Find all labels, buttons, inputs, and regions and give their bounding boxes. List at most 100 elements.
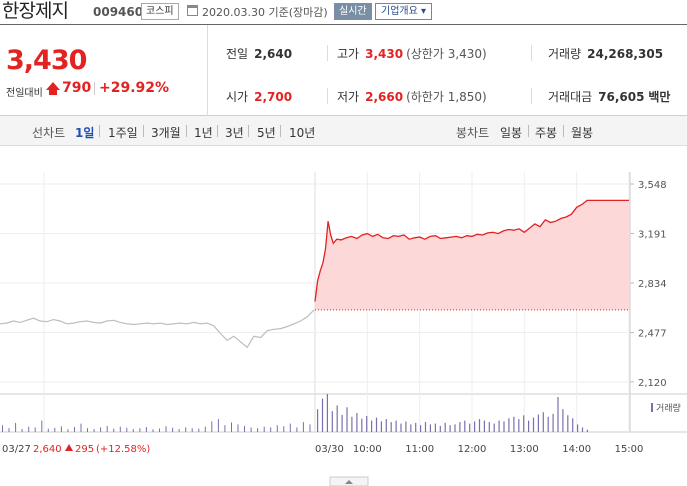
volume-bar <box>145 427 147 432</box>
volume-bar <box>231 422 232 432</box>
volume-bar <box>41 420 43 432</box>
high-price: 고가 3,430 (상한가 3,430) <box>337 45 487 62</box>
volume-bar <box>211 421 213 432</box>
volume-bar <box>126 427 128 432</box>
prev-day-change: 295 <box>75 444 94 455</box>
volume-bar <box>532 417 535 432</box>
volume-bar <box>28 426 30 432</box>
up-triangle-icon <box>65 444 73 451</box>
volume-bar <box>444 422 446 432</box>
volume-bar <box>47 428 49 432</box>
x-tick-label: 14:00 <box>562 444 591 455</box>
x-tick-label: 03/30 <box>315 444 344 455</box>
prev-close-label: 전일 <box>226 47 249 61</box>
period-3m-tab[interactable]: 3개월 <box>151 126 181 140</box>
volume-bar <box>351 416 353 432</box>
volume-bar <box>537 414 539 432</box>
upper-limit: (상한가 3,430) <box>406 47 487 61</box>
volume-bar <box>390 422 392 432</box>
price-chart-svg: 3,548 3,191 2,834 2,477 2,120 거래량 03/30 10:00 11… <box>0 172 687 486</box>
x-tick-label: 10:00 <box>353 444 382 455</box>
upper-limit-label: (상한가 <box>406 47 444 61</box>
volume-legend-swatch <box>651 403 653 412</box>
volume-bar <box>139 428 141 432</box>
realtime-button[interactable]: 실시간 <box>334 3 372 20</box>
period-1y-tab[interactable]: 1년 <box>194 126 213 140</box>
period-1d-tab[interactable]: 1일 <box>75 126 95 140</box>
period-3y-tab[interactable]: 3년 <box>225 126 244 140</box>
volume-bar <box>263 426 265 432</box>
volume-bar <box>567 415 569 432</box>
open-value: 2,700 <box>254 90 293 104</box>
volume-bar <box>542 412 544 432</box>
volume-bar <box>113 428 115 432</box>
candle-daily-tab[interactable]: 일봉 <box>500 126 523 140</box>
volume-bar <box>528 420 530 432</box>
volume-bar <box>410 424 412 432</box>
volume-bar <box>250 427 252 432</box>
volume-bar <box>586 429 588 432</box>
period-5y-tab[interactable]: 5년 <box>257 126 276 140</box>
divider <box>248 125 249 137</box>
intraday-chart: 3,548 3,191 2,834 2,477 2,120 거래량 03/30 10:00 11… <box>0 147 687 486</box>
volume-bar <box>459 422 461 432</box>
period-10y-tab[interactable]: 10년 <box>289 126 316 140</box>
volume-bar <box>34 427 36 432</box>
volume-bar <box>424 422 427 432</box>
low-label: 저가 <box>337 90 360 104</box>
volume-bar <box>224 425 226 432</box>
open-price: 시가 2,700 <box>226 88 292 105</box>
volume-value: 24,268,305 <box>587 47 664 61</box>
x-tick-label: 13:00 <box>510 444 539 455</box>
volume-bar <box>237 424 239 432</box>
volume-legend-label: 거래량 <box>656 402 681 414</box>
volume-bar <box>366 416 368 432</box>
chart-period-bar: 선차트 1일 1주일 3개월 1년 3년 5년 10년 봉차트 일봉 주봉 월봉 <box>0 116 687 146</box>
volume-bar <box>439 425 441 432</box>
change-label: 전일대비 <box>6 88 43 99</box>
volume-bar <box>172 427 174 432</box>
candle-weekly-tab[interactable]: 주봉 <box>535 126 558 140</box>
upper-limit-value: 3,430) <box>447 47 487 61</box>
volume-bar <box>204 426 206 432</box>
volume-bar <box>557 397 559 432</box>
open-label: 시가 <box>226 90 249 104</box>
volume-bar <box>415 422 417 432</box>
candle-monthly-tab[interactable]: 월봉 <box>571 126 594 140</box>
lower-limit-label: (하한가 <box>406 90 444 104</box>
divider <box>280 125 281 137</box>
prev-day-price-line <box>0 309 315 349</box>
chevron-up-icon <box>345 480 353 484</box>
volume-bar <box>336 405 338 432</box>
volume-bar <box>581 427 584 432</box>
volume-bar <box>395 420 397 432</box>
prev-close-value: 2,640 <box>254 47 293 61</box>
stock-header: 한장제지 009460 코스피 2020.03.30 기준(장마감) 실시간 기… <box>0 0 687 24</box>
company-overview-button[interactable]: 기업개요 ▾ <box>375 3 433 20</box>
volume-bar <box>375 417 378 432</box>
period-1w-tab[interactable]: 1주일 <box>108 126 138 140</box>
divider <box>563 125 564 137</box>
volume-bar <box>341 414 343 432</box>
prev-day-change-percent: (+12.58%) <box>96 444 150 455</box>
x-tick-label: 11:00 <box>405 444 434 455</box>
prev-day-close: 2,640 <box>33 444 62 455</box>
volume-bar <box>80 423 82 432</box>
price-summary: 3,430 전일대비 790 +29.92% 전일 2,640 고가 3,430 (상… <box>0 24 687 116</box>
y-tick-label: 3,191 <box>638 230 667 241</box>
volume-bar <box>488 422 490 432</box>
volume-bar <box>518 419 520 432</box>
volume-bar <box>178 429 180 432</box>
divider <box>327 88 328 104</box>
volume-bar <box>87 428 88 432</box>
volume-bar <box>420 425 422 432</box>
volume-bar <box>493 423 495 432</box>
volume: 거래량 24,268,305 <box>548 45 663 62</box>
prev-close: 전일 2,640 <box>226 45 292 62</box>
volume-bar <box>119 426 121 432</box>
base-date-value: 2020.03.30 <box>202 6 265 19</box>
volume-bar <box>309 424 311 432</box>
trade-value-amount: 76,605 <box>598 90 645 104</box>
volume-bar <box>361 418 363 432</box>
volume-bar <box>356 413 358 432</box>
